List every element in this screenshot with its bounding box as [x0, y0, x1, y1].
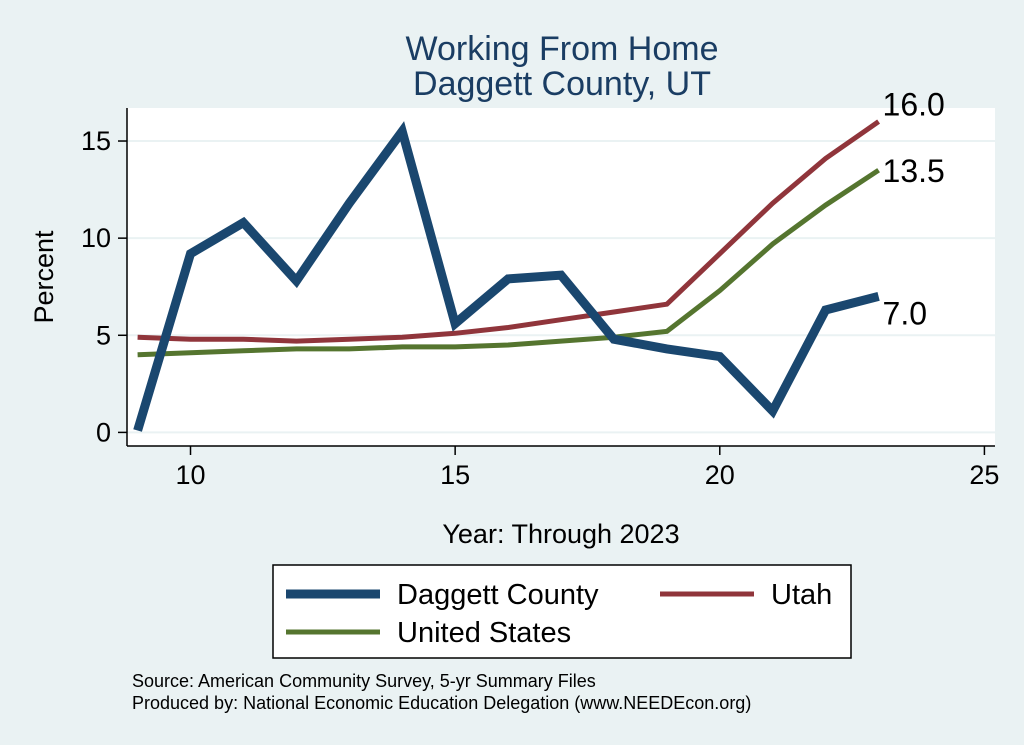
legend-box: [272, 564, 852, 659]
data-point-daggett-county: [613, 339, 614, 340]
legend-label-daggett: Daggett County: [397, 579, 599, 611]
end-label-united-states: 13.5: [883, 153, 945, 189]
y-tick-label: 5: [96, 320, 111, 350]
data-point-utah: [508, 327, 509, 328]
series-lines: [133, 119, 881, 432]
source-line-1: Source: American Community Survey, 5-yr …: [132, 671, 596, 691]
series-line-united-states: [137, 168, 880, 358]
data-point-united-states: [878, 170, 879, 171]
x-tick-label: 10: [175, 460, 205, 490]
data-point-daggett-county: [349, 203, 350, 204]
data-point-united-states: [561, 341, 562, 342]
x-tick-label: 15: [440, 460, 470, 490]
data-point-daggett-county: [137, 430, 138, 431]
source-line-2: Produced by: National Economic Education…: [132, 693, 751, 713]
y-axis-title: Percent: [29, 230, 59, 324]
legend-label-united-states: United States: [397, 617, 571, 649]
ticks: 0 5 10 15 10 15 20 25: [81, 126, 999, 490]
data-point-daggett-county: [455, 323, 456, 324]
data-point-united-states: [349, 348, 350, 349]
data-point-united-states: [296, 348, 297, 349]
data-point-united-states: [455, 346, 456, 347]
data-point-daggett-county: [561, 275, 562, 276]
data-point-united-states: [825, 205, 826, 206]
data-point-united-states: [137, 354, 138, 355]
data-point-united-states: [666, 331, 667, 332]
data-point-utah: [825, 158, 826, 159]
data-point-united-states: [243, 350, 244, 351]
y-tick-label: 15: [81, 126, 111, 156]
data-point-united-states: [772, 243, 773, 244]
chart-title: Working From Home: [406, 30, 719, 68]
data-point-daggett-county: [508, 278, 509, 279]
end-label-utah: 16.0: [883, 87, 945, 123]
series-line-utah: [137, 119, 881, 344]
data-point-united-states: [719, 290, 720, 291]
y-tick-label: 10: [81, 223, 111, 253]
data-point-utah: [243, 339, 244, 340]
data-point-daggett-county: [243, 222, 244, 223]
data-point-utah: [772, 203, 773, 204]
axes: [126, 108, 995, 447]
y-tick-label: 0: [96, 417, 111, 447]
legend-label-utah: Utah: [771, 579, 832, 611]
data-point-united-states: [190, 352, 191, 353]
data-point-daggett-county: [825, 310, 826, 311]
data-point-daggett-county: [878, 296, 879, 297]
data-point-utah: [666, 304, 667, 305]
data-point-utah: [719, 253, 720, 254]
end-label-daggett-county: 7.0: [883, 295, 927, 331]
series-line-daggett-county: [133, 121, 880, 432]
data-point-daggett-county: [190, 253, 191, 254]
data-point-utah: [137, 337, 138, 338]
data-point-united-states: [402, 346, 403, 347]
chart-subtitle: Daggett County, UT: [413, 65, 711, 103]
data-point-daggett-county: [666, 348, 667, 349]
data-point-utah: [402, 337, 403, 338]
data-point-united-states: [508, 344, 509, 345]
data-point-utah: [613, 311, 614, 312]
x-tick-label: 20: [705, 460, 735, 490]
data-point-utah: [878, 121, 879, 122]
legend: Daggett County Utah United States: [272, 564, 852, 659]
data-point-daggett-county: [772, 411, 773, 412]
data-point-utah: [349, 339, 350, 340]
data-point-daggett-county: [719, 356, 720, 357]
data-point-utah: [455, 333, 456, 334]
x-tick-label: 25: [969, 460, 999, 490]
end-labels: 7.0 16.0 13.5: [883, 87, 945, 332]
data-point-utah: [190, 339, 191, 340]
data-point-daggett-county: [296, 280, 297, 281]
x-axis-title: Year: Through 2023: [442, 519, 679, 549]
data-point-utah: [296, 341, 297, 342]
data-point-utah: [561, 319, 562, 320]
data-point-daggett-county: [402, 131, 403, 132]
